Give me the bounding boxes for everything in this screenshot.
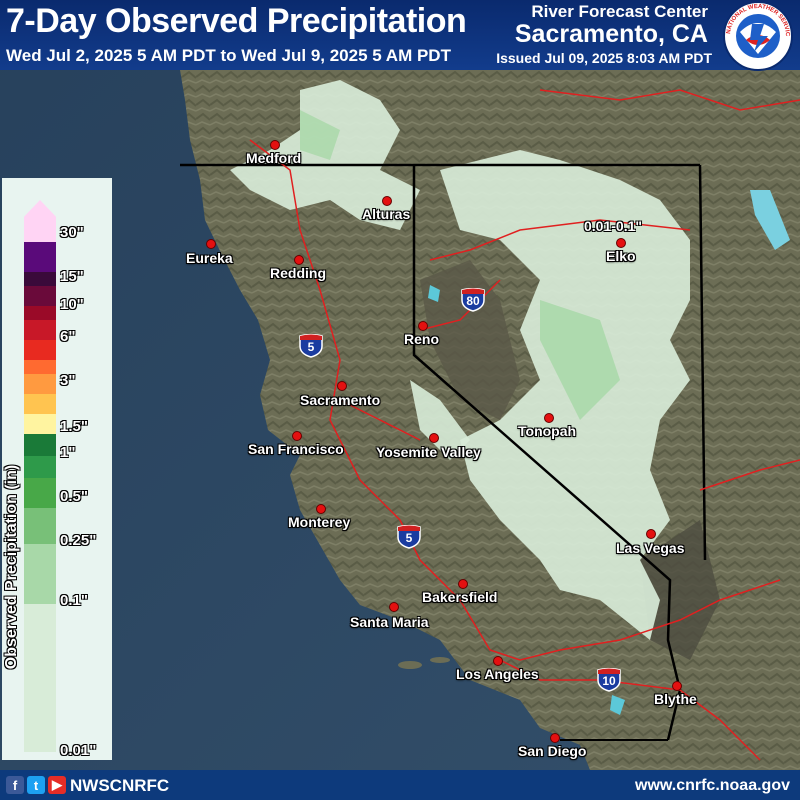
city-marker	[337, 381, 347, 391]
organization-name: River Forecast Center	[531, 2, 708, 21]
interstate-number: 80	[466, 294, 480, 308]
city-label: Reno	[404, 331, 439, 347]
legend-tick-label: 0.25"	[60, 532, 97, 549]
legend-tick-label: 0.1"	[60, 592, 88, 609]
interstate-number: 5	[405, 531, 413, 545]
legend-swatch	[24, 508, 56, 544]
city-label: Tonopah	[518, 423, 577, 439]
city-label: San Francisco	[248, 441, 344, 457]
city-label: Sacramento	[300, 392, 381, 408]
legend-swatch	[24, 200, 56, 242]
legend-swatch	[24, 340, 56, 360]
city-label: Bakersfield	[422, 589, 498, 605]
city-marker	[672, 681, 682, 691]
precip-annotation: 0.01-0.1"	[584, 218, 643, 234]
legend-tick-label: 15"	[60, 268, 84, 285]
city-marker	[316, 504, 326, 514]
city-marker	[493, 656, 503, 666]
legend-swatch	[24, 544, 56, 604]
city-label: Yosemite Valley	[376, 444, 481, 460]
city-marker	[646, 529, 656, 539]
legend-panel: Observed Precipitation (in) 30" 15" 10" 6" 3…	[2, 178, 112, 760]
interstate-shield-icon: 5	[396, 524, 422, 549]
social-links: f t ▶	[6, 776, 66, 796]
legend-swatch	[24, 286, 56, 306]
city-marker	[458, 579, 468, 589]
facebook-icon[interactable]: f	[6, 776, 24, 794]
city-label: Alturas	[362, 206, 411, 222]
city-label: Redding	[270, 265, 326, 281]
legend-tick-label: 0.5"	[60, 488, 88, 505]
city-marker	[418, 321, 428, 331]
city-marker	[544, 413, 554, 423]
legend-swatch	[24, 306, 56, 320]
legend-swatch	[24, 242, 56, 272]
city-marker	[292, 431, 302, 441]
legend-axis-label: Observed Precipitation (in)	[3, 464, 20, 670]
legend-tick-label: 1"	[60, 444, 76, 461]
city-marker	[206, 239, 216, 249]
twitter-icon[interactable]: t	[27, 776, 45, 794]
city-marker	[616, 238, 626, 248]
city-label: Blythe	[654, 691, 697, 707]
city-label: Las Vegas	[616, 540, 685, 556]
legend-swatch	[24, 374, 56, 394]
date-range: Wed Jul 2, 2025 5 AM PDT to Wed Jul 9, 2…	[6, 46, 451, 65]
legend-swatch	[24, 604, 56, 752]
legend-swatch	[24, 456, 56, 478]
legend-tick-label: 30"	[60, 224, 84, 241]
map-title: 7-Day Observed Precipitation	[6, 2, 467, 40]
nws-logo-icon: NATIONAL WEATHER SERVICE	[716, 0, 793, 71]
city-label: Santa Maria	[350, 614, 429, 630]
legend-swatch	[24, 272, 56, 286]
header-bar	[0, 0, 800, 70]
city-label: Los Angeles	[456, 666, 539, 682]
website-link[interactable]: www.cnrfc.noaa.gov	[635, 777, 790, 794]
city-marker	[429, 433, 439, 443]
legend-tick-label: 3"	[60, 372, 76, 389]
legend-swatch	[24, 394, 56, 414]
legend-tick-label: 1.5"	[60, 418, 88, 435]
precip-area-great-basin	[440, 150, 690, 640]
legend-tick-label: 0.01"	[60, 742, 97, 759]
city-label: Medford	[246, 150, 302, 166]
footer-bar	[0, 770, 800, 800]
city-marker	[270, 140, 280, 150]
city-label: Eureka	[186, 250, 233, 266]
legend-tick-label: 6"	[60, 328, 76, 345]
interstate-number: 10	[602, 674, 616, 688]
interstate-shield-icon: 10	[596, 667, 622, 692]
interstate-shield-icon: 5	[298, 333, 324, 358]
legend-swatch	[24, 434, 56, 456]
city-label: San Diego	[518, 743, 587, 759]
city-label: Monterey	[288, 514, 351, 530]
city-marker	[550, 733, 560, 743]
legend-swatch	[24, 320, 56, 340]
interstate-shield-icon: 80	[460, 287, 486, 312]
interstate-number: 5	[307, 340, 315, 354]
issued-time: Issued Jul 09, 2025 8:03 AM PDT	[496, 50, 712, 66]
city-marker	[294, 255, 304, 265]
legend-swatch	[24, 360, 56, 374]
social-handle[interactable]: NWSCNRFC	[70, 776, 170, 795]
city-marker	[382, 196, 392, 206]
youtube-icon[interactable]: ▶	[48, 776, 66, 794]
legend-swatch	[24, 478, 56, 508]
legend-tick-label: 10"	[60, 296, 84, 313]
city-label: Elko	[606, 248, 636, 264]
legend-swatch	[24, 414, 56, 434]
office-location: Sacramento, CA	[514, 20, 708, 48]
city-marker	[389, 602, 399, 612]
